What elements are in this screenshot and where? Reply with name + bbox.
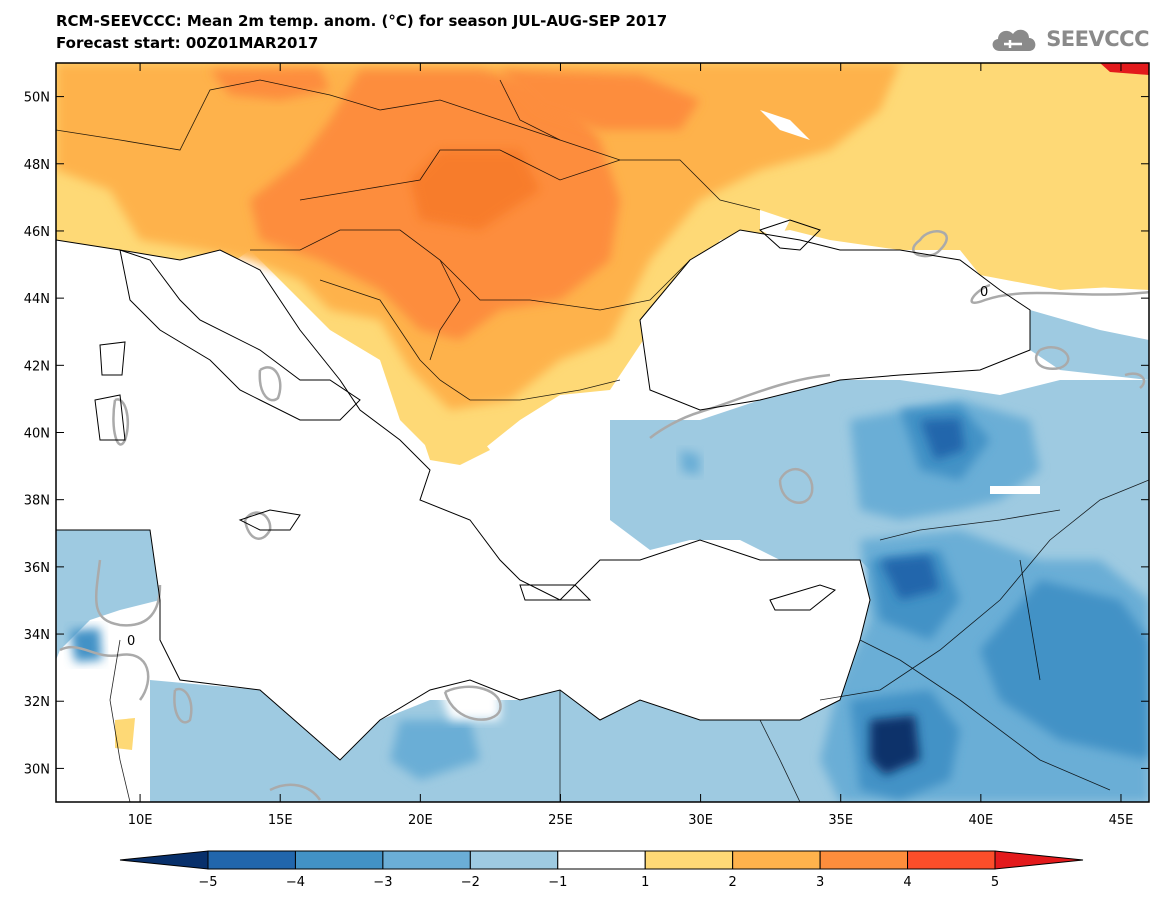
colorbar-segment: [469, 850, 559, 870]
colorbar-label: −2: [461, 875, 480, 890]
lat-tick-label: 32N: [24, 695, 50, 710]
map-area: 0 0: [56, 63, 1149, 802]
colorbar-label: 3: [816, 875, 824, 890]
lat-tick-label: 48N: [24, 158, 50, 173]
lat-tick-label: 34N: [24, 628, 50, 643]
colorbar-label: −4: [286, 875, 305, 890]
colorbar-label: 4: [903, 875, 911, 890]
colorbar-min-arrow: [119, 850, 209, 870]
lon-tick-label: 35E: [828, 813, 853, 828]
contour-label: 0: [980, 285, 988, 300]
colorbar-segment: [557, 850, 646, 870]
forecast-start-label: Forecast start: 00Z01MAR2017: [56, 34, 319, 52]
lon-tick-label: 30E: [688, 813, 713, 828]
lon-tick-label: 20E: [408, 813, 433, 828]
colorbar-segment: [382, 850, 471, 870]
country-borders: [56, 79, 1149, 802]
colorbar-max-arrow: [994, 850, 1084, 870]
colorbar-label: −5: [198, 875, 217, 890]
colorbar-segment: [294, 850, 384, 870]
lon-tick-label: 10E: [128, 813, 153, 828]
colorbar-label: −1: [548, 875, 567, 890]
cold-anomaly-field: [56, 310, 1149, 802]
lon-tick-label: 40E: [968, 813, 993, 828]
seevccc-logo: SEEVCCC: [988, 24, 1149, 54]
colorbar-label: −3: [373, 875, 392, 890]
warm-anomaly-field: [56, 63, 1149, 750]
colorbar-segment: [819, 850, 909, 870]
lat-tick-label: 40N: [24, 427, 50, 442]
lat-tick-label: 44N: [24, 292, 50, 307]
lat-tick-label: 30N: [24, 762, 50, 777]
lat-tick-label: 46N: [24, 225, 50, 240]
map-title: RCM-SEEVCCC: Mean 2m temp. anom. (°C) fo…: [56, 12, 668, 30]
lat-tick-label: 36N: [24, 561, 50, 576]
logo-text: SEEVCCC: [1046, 27, 1149, 51]
lat-tick-label: 38N: [24, 494, 50, 509]
colorbar-segment: [207, 850, 296, 870]
colorbar-label: 5: [991, 875, 999, 890]
colorbar-segment: [644, 850, 734, 870]
colorbar-segment: [907, 850, 996, 870]
coastlines: [56, 219, 1031, 761]
map-axes: 10E 15E 20E 25E 30E 35E 40E 45E 30N 32N 34N 36N 38N 4…: [24, 63, 1149, 828]
lon-tick-label: 45E: [1109, 813, 1134, 828]
colorbar-label: 2: [729, 875, 737, 890]
lon-tick-label: 15E: [268, 813, 293, 828]
lat-tick-label: 42N: [24, 359, 50, 374]
lat-tick-label: 50N: [24, 91, 50, 106]
colorbar-segment: [732, 850, 821, 870]
colorbar-label: 1: [641, 875, 649, 890]
colorbar: −5 −4 −3 −2 −1 1 2 3 4 5: [119, 850, 1084, 890]
contour-label: 0: [127, 634, 135, 649]
cloud-icon: [992, 29, 1036, 51]
lon-tick-label: 25E: [548, 813, 573, 828]
